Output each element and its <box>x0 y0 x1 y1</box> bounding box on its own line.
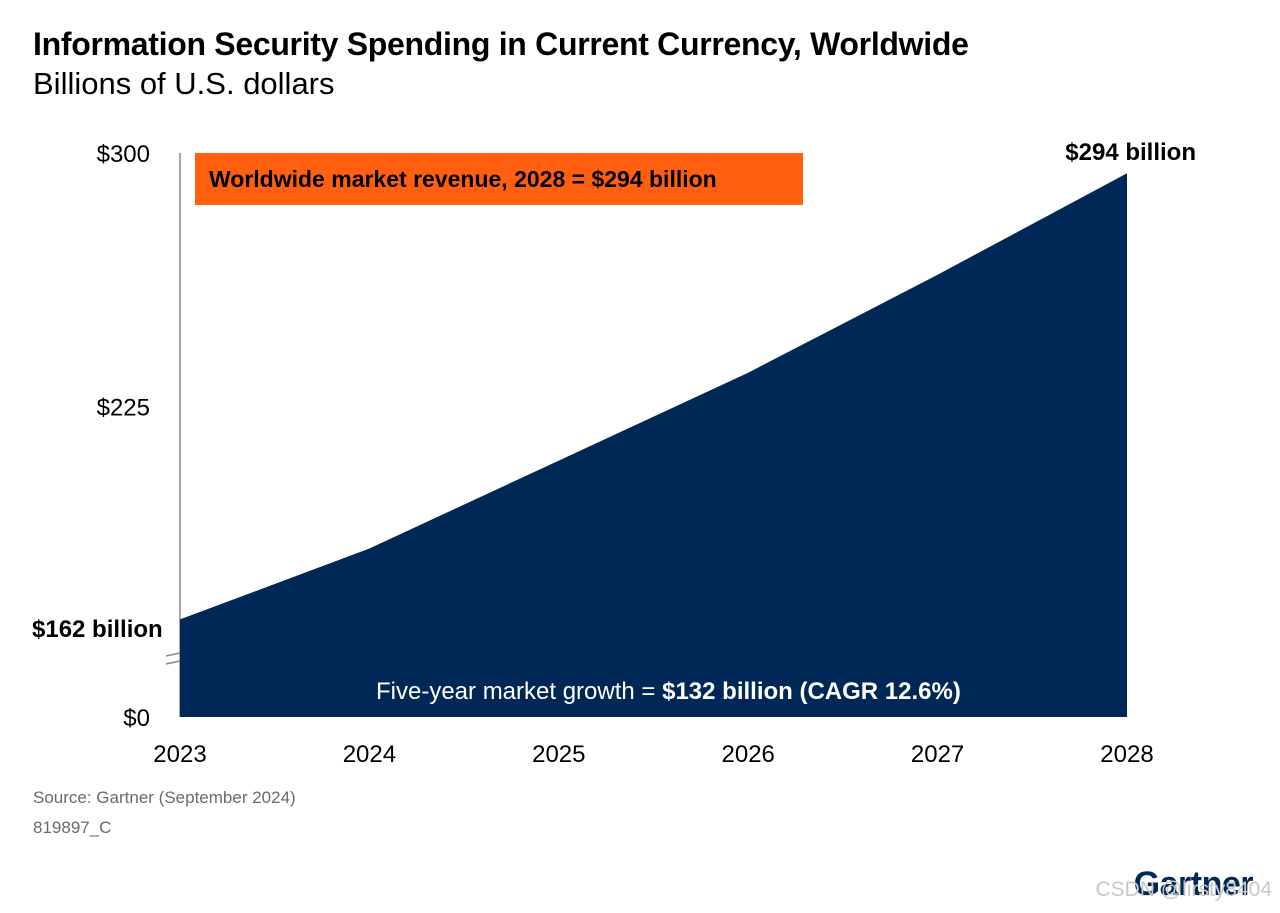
growth-annotation: Five-year market growth = $132 billion (… <box>376 678 961 706</box>
x-tick-label: 2025 <box>532 741 585 768</box>
growth-value: $132 billion (CAGR 12.6%) <box>662 678 961 705</box>
chart-title: Information Security Spending in Current… <box>33 26 969 62</box>
y-tick-label: $300 <box>97 141 150 168</box>
x-tick-label: 2028 <box>1100 741 1153 768</box>
watermark: CSDN @lirsty8404 <box>1095 878 1272 901</box>
y-tick-label: $0 <box>123 705 150 732</box>
area-series-spending <box>180 173 1127 718</box>
end-value-label: $294 billion <box>1065 139 1196 166</box>
y-tick-labels: $0 $225 $300 <box>97 141 150 732</box>
gartner-logo: Gartner <box>1133 865 1254 903</box>
figure-code: 819897_C <box>33 818 112 837</box>
x-tick-labels: 2023 2024 2025 2026 2027 2028 <box>153 741 1153 768</box>
callout-box: Worldwide market revenue, 2028 = $294 bi… <box>195 153 803 205</box>
growth-prefix: Five-year market growth = <box>376 678 663 705</box>
x-tick-label: 2027 <box>911 741 964 768</box>
source-note: Source: Gartner (September 2024) <box>33 788 296 807</box>
x-tick-label: 2023 <box>153 741 206 768</box>
chart-subtitle: Billions of U.S. dollars <box>33 66 335 101</box>
y-tick-label: $225 <box>97 395 150 422</box>
x-tick-label: 2026 <box>722 741 775 768</box>
x-tick-label: 2024 <box>343 741 396 768</box>
start-value-label: $162 billion <box>32 616 163 643</box>
